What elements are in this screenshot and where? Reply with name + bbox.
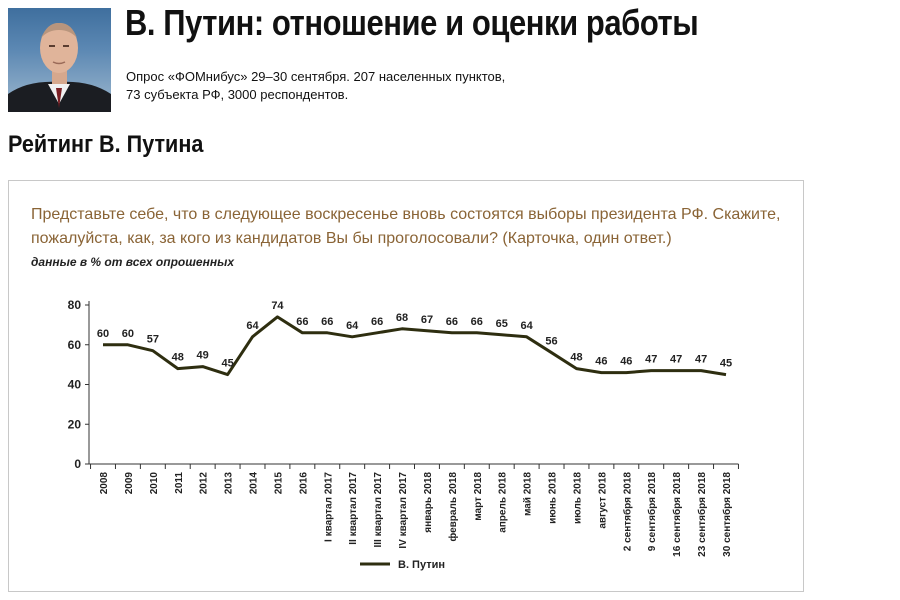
- data-label: 48: [570, 352, 582, 364]
- data-label: 66: [321, 316, 333, 328]
- x-tick-label: август 2018: [597, 472, 608, 529]
- data-label: 45: [720, 358, 732, 370]
- data-label: 45: [221, 358, 233, 370]
- data-label: 46: [595, 356, 607, 368]
- page-title: В. Путин: отношение и оценки работы: [125, 2, 699, 43]
- survey-info: Опрос «ФОМнибус» 29–30 сентября. 207 нас…: [126, 68, 546, 104]
- x-tick-label: 2013: [224, 472, 235, 495]
- x-tick-label: 2015: [273, 472, 284, 495]
- data-label: 68: [396, 312, 408, 324]
- y-tick-label: 20: [68, 417, 82, 431]
- data-label: 65: [496, 318, 508, 330]
- data-label: 47: [670, 354, 682, 366]
- x-tick-label: март 2018: [473, 472, 484, 521]
- x-tick-label: 2 сентября 2018: [621, 472, 633, 552]
- section-title: Рейтинг В. Путина: [8, 131, 204, 158]
- x-tick-label: 23 сентября 2018: [696, 472, 708, 557]
- data-label: 64: [521, 320, 534, 332]
- y-tick-label: 40: [68, 378, 82, 392]
- data-label: 67: [421, 314, 433, 326]
- x-tick-label: январь 2018: [423, 472, 434, 533]
- x-tick-label: 9 сентября 2018: [646, 472, 658, 552]
- x-tick-label: 2009: [124, 472, 135, 495]
- series-line-putin: [103, 315, 727, 377]
- data-label: 66: [446, 316, 458, 328]
- x-tick-label: 2016: [298, 472, 309, 495]
- survey-line-2: 73 субъекта РФ, 3000 респондентов.: [126, 87, 349, 102]
- data-label: 74: [271, 300, 284, 312]
- x-tick-label: 16 сентября 2018: [671, 472, 683, 557]
- chart-units-note: данные в % от всех опрошенных: [31, 255, 234, 269]
- data-label: 66: [296, 316, 308, 328]
- portrait-photo: [8, 8, 111, 112]
- x-tick-label: февраль 2018: [447, 472, 459, 542]
- y-tick-label: 0: [74, 457, 81, 471]
- x-tick-label: 2010: [149, 472, 160, 495]
- x-tick-label: июнь 2018: [548, 472, 559, 524]
- data-label: 49: [197, 350, 209, 362]
- y-tick-label: 80: [68, 298, 82, 312]
- x-tick-label: IV квартал 2017: [398, 472, 409, 549]
- data-label: 64: [346, 320, 359, 332]
- line-chart: 0 20 40 60 80 2008 2009 2010 2011 2012 2013 2014 201…: [68, 298, 739, 571]
- data-label: 46: [620, 356, 632, 368]
- x-tick-label: II квартал 2017: [348, 472, 359, 545]
- survey-line-1: Опрос «ФОМнибус» 29–30 сентября. 207 нас…: [126, 69, 506, 84]
- data-label: 64: [246, 320, 259, 332]
- data-label: 66: [371, 316, 383, 328]
- chart-panel: Представьте себе, что в следующее воскре…: [8, 180, 804, 592]
- x-tick-label: апрель 2018: [498, 472, 509, 533]
- x-tick-label: 30 сентября 2018: [721, 472, 733, 557]
- legend-label-putin: В. Путин: [398, 559, 445, 571]
- x-tick-label: I квартал 2017: [323, 472, 334, 542]
- x-tick-label: июль 2018: [572, 472, 583, 524]
- x-tick-label: 2008: [99, 472, 110, 495]
- data-label: 57: [147, 334, 159, 346]
- data-label: 60: [122, 328, 134, 340]
- data-label: 47: [695, 354, 707, 366]
- data-label: 48: [172, 352, 184, 364]
- x-tick-label: 2014: [249, 472, 260, 495]
- y-tick-label: 60: [68, 338, 82, 352]
- data-label: 60: [97, 328, 109, 340]
- x-tick-label: 2012: [199, 472, 210, 495]
- x-tick-label: май 2018: [523, 472, 534, 516]
- data-label: 66: [471, 316, 483, 328]
- chart-question: Представьте себе, что в следующее воскре…: [31, 206, 781, 247]
- x-tick-label: III квартал 2017: [373, 472, 384, 548]
- data-label: 56: [545, 336, 557, 348]
- data-label: 47: [645, 354, 657, 366]
- x-tick-label: 2011: [174, 472, 185, 494]
